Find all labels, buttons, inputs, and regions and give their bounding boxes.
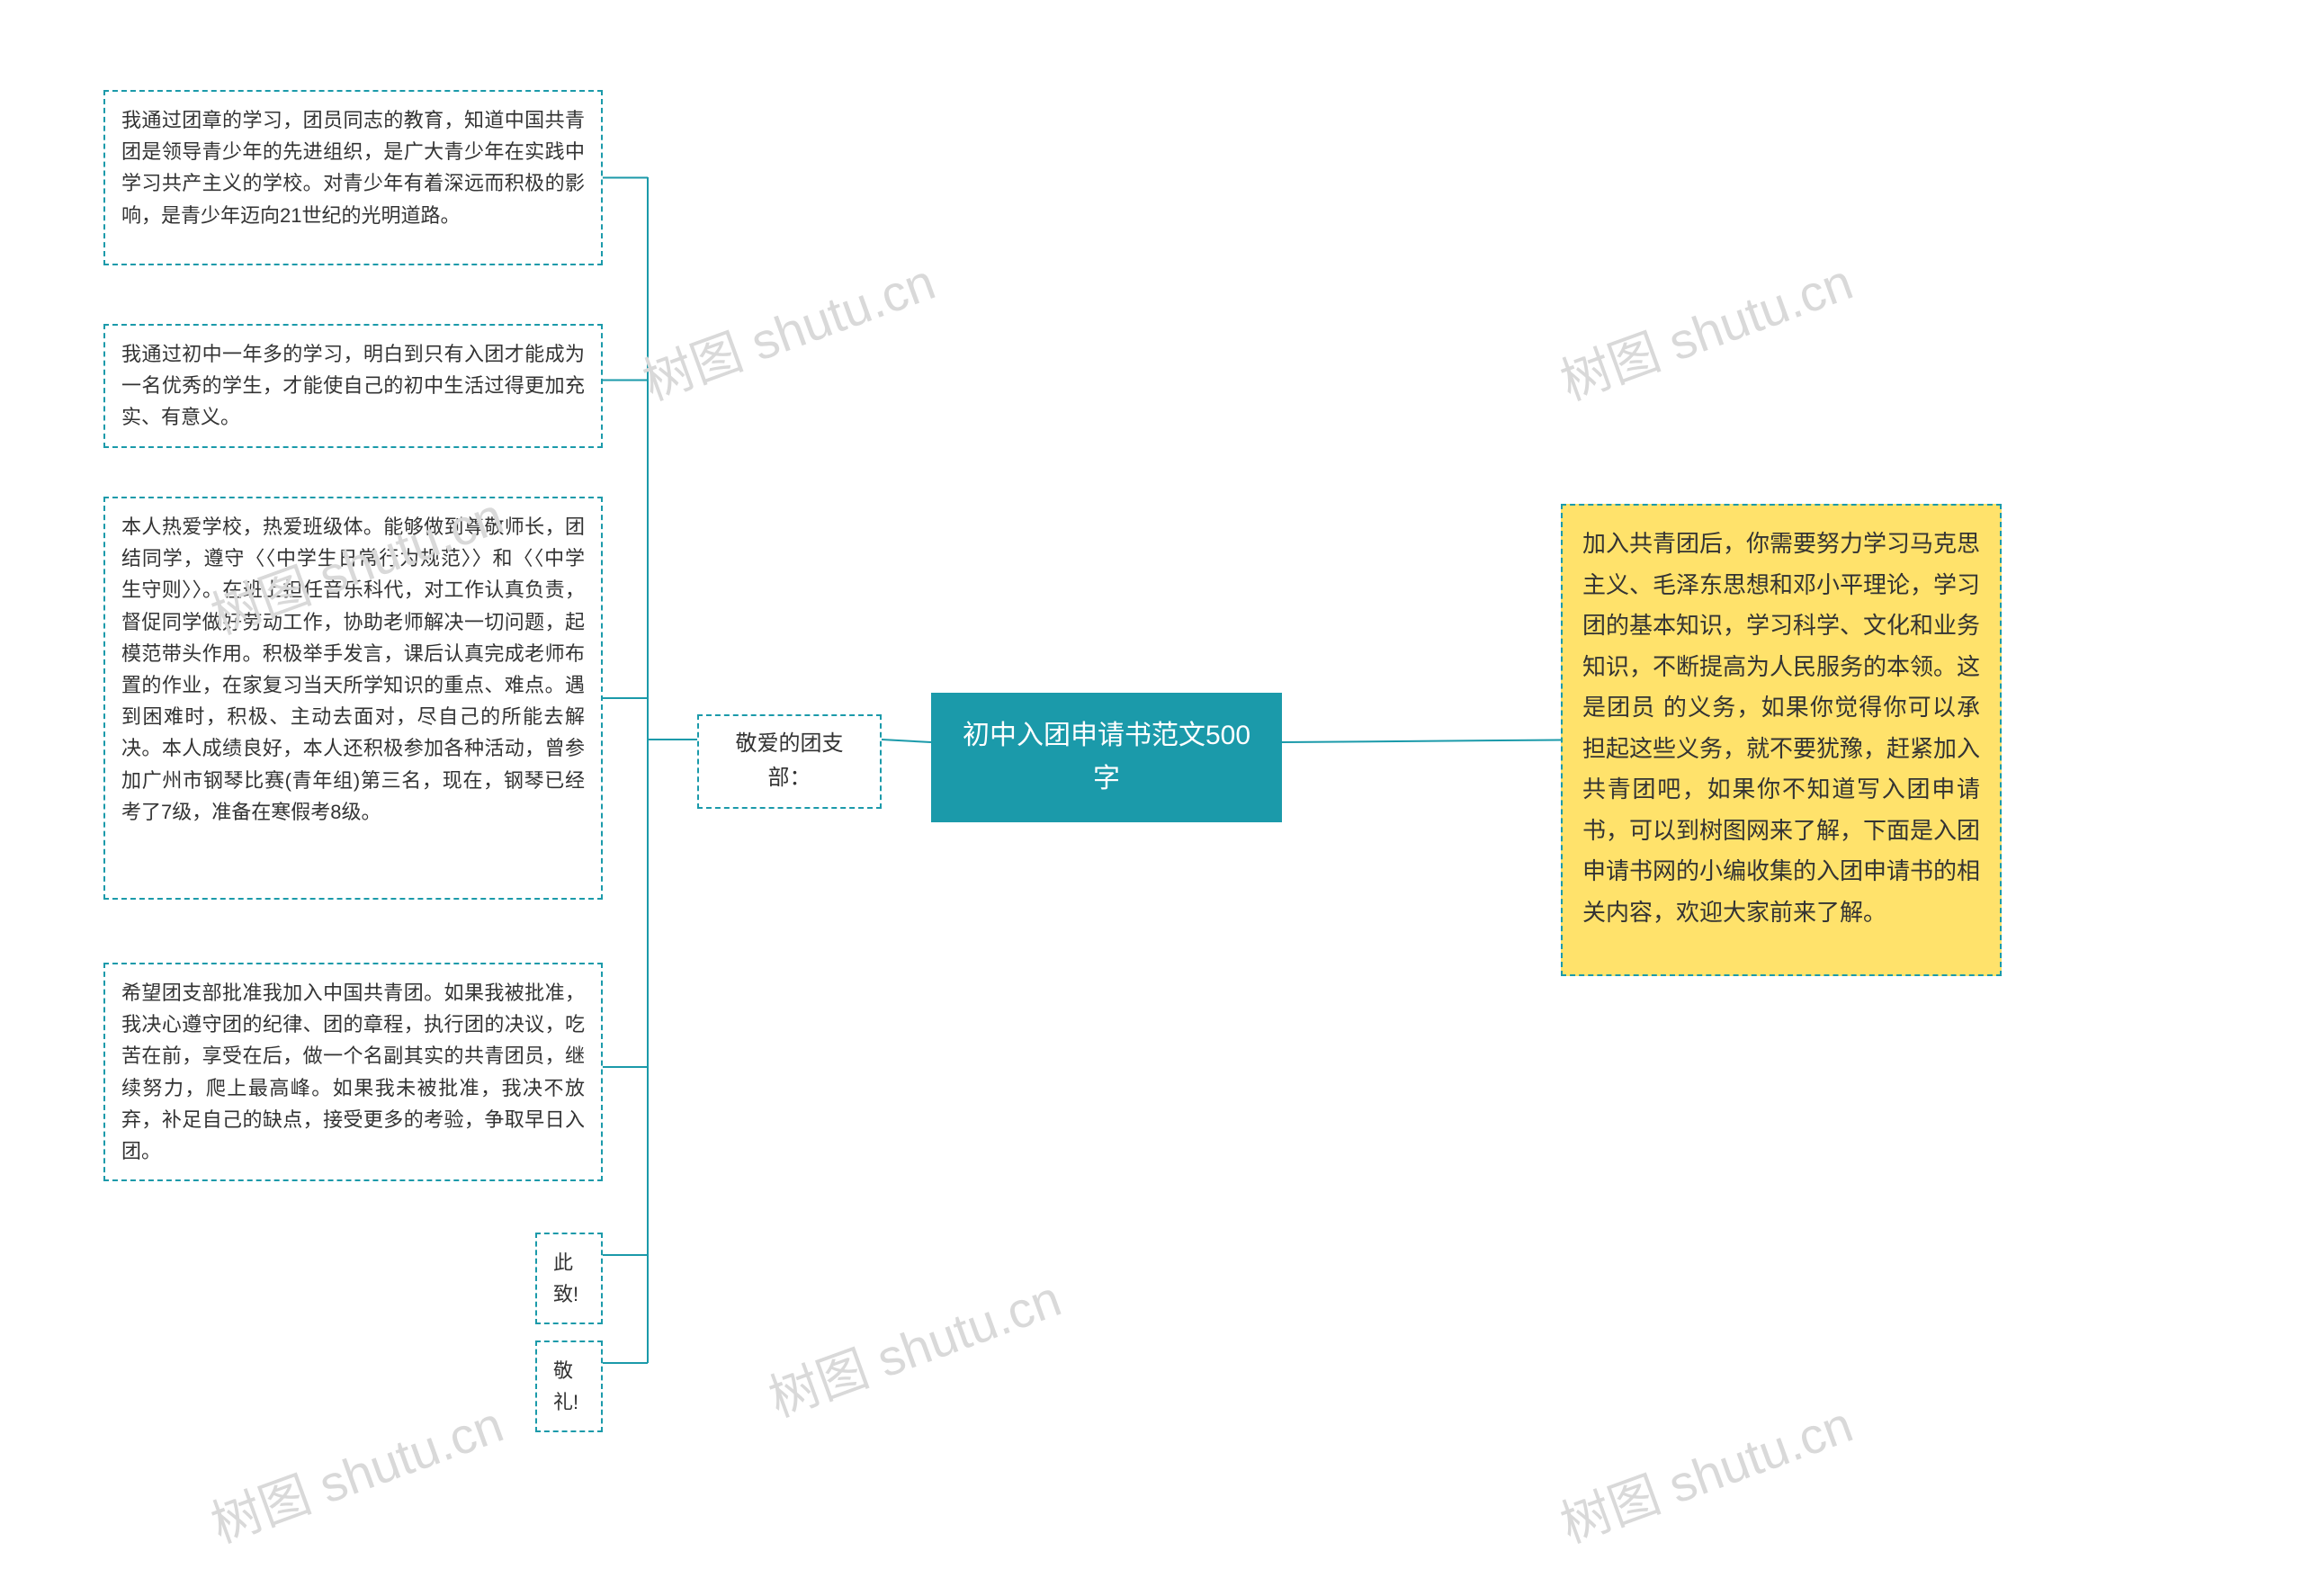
left-leaf-5[interactable]: 敬礼! [535,1340,603,1432]
watermark-4: 树图 shutu.cn [757,1259,1070,1431]
left-leaf-0[interactable]: 我通过团章的学习，团员同志的教育，知道中国共青团是领导青少年的先进组织，是广大青… [103,90,603,265]
left-leaf-1[interactable]: 我通过初中一年多的学习，明白到只有入团才能成为一名优秀的学生，才能使自己的初中生… [103,324,603,448]
watermark-5: 树图 shutu.cn [1549,1385,1861,1557]
left-leaf-2[interactable]: 本人热爱学校，热爱班级体。能够做到尊敬师长，团结同学，遵守〈〈中学生日常行为规范… [103,497,603,900]
watermark-1: 树图 shutu.cn [632,242,944,415]
left-leaf-4[interactable]: 此致! [535,1233,603,1324]
left-leaf-3[interactable]: 希望团支部批准我加入中国共青团。如果我被批准，我决心遵守团的纪律、团的章程，执行… [103,963,603,1181]
right-intro-leaf[interactable]: 加入共青团后，你需要努力学习马克思主义、毛泽东思想和邓小平理论，学习团的基本知识… [1561,504,2002,976]
branch-salutation[interactable]: 敬爱的团支部： [697,714,882,809]
watermark-2: 树图 shutu.cn [1549,242,1861,415]
watermark-3: 树图 shutu.cn [200,1385,512,1557]
root-node[interactable]: 初中入团申请书范文500字 [931,693,1282,822]
